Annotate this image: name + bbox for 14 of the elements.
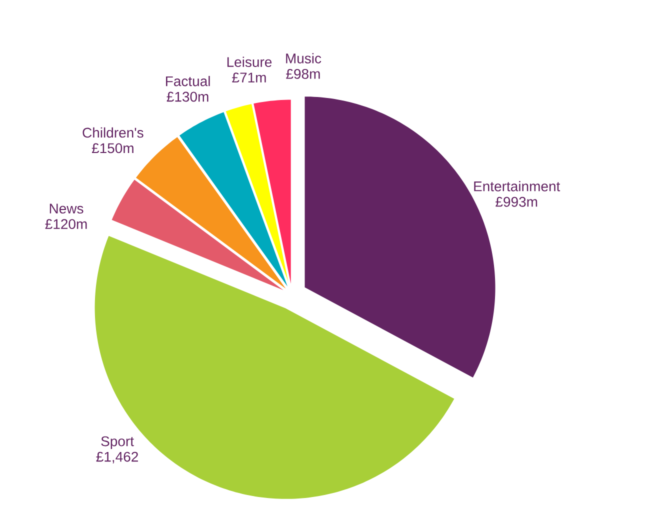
slice-label: Sport [101, 436, 134, 450]
data-label: £98m [286, 68, 320, 79]
slice-label: Entertainment [474, 181, 560, 192]
data-label: £130m [166, 92, 208, 102]
data-label: £71m [232, 72, 266, 82]
slice-label: Children's [82, 127, 144, 138]
data-label: £150m [92, 143, 134, 154]
slice-label: Music [286, 53, 322, 64]
slice-label: Leisure [227, 56, 272, 68]
data-label: £993m [496, 196, 538, 207]
slice-label: Factual [166, 76, 210, 86]
data-label: £1,462 [96, 452, 138, 464]
slice-label: News [50, 204, 84, 214]
data-label: £120m [45, 219, 87, 230]
